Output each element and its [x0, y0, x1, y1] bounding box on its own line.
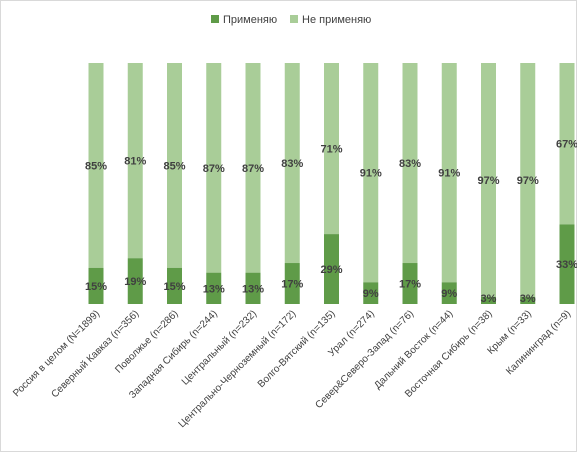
data-label-applying-8: 17% [399, 279, 421, 291]
data-label-applying-3: 13% [203, 283, 225, 295]
data-label-not-applying-5: 83% [281, 158, 303, 170]
bar-applying-7 [363, 282, 379, 304]
data-label-not-applying-11: 97% [517, 175, 539, 187]
bar-applying-3 [206, 272, 222, 304]
data-label-not-applying-7: 91% [360, 168, 382, 180]
legend-swatch-applying [211, 15, 219, 23]
data-label-applying-7: 9% [363, 288, 379, 300]
data-label-applying-10: 3% [481, 293, 497, 305]
bar-applying-10 [481, 296, 496, 304]
bar-applying-6 [324, 234, 339, 304]
data-label-applying-5: 17% [281, 279, 303, 291]
bar-applying-12 [559, 224, 575, 304]
data-label-not-applying-6: 71% [320, 144, 342, 156]
bar-applying-5 [284, 263, 300, 304]
data-label-not-applying-4: 87% [242, 163, 264, 175]
bar-not-applying-11 [520, 63, 536, 297]
data-label-not-applying-1: 81% [124, 156, 146, 168]
data-label-applying-0: 15% [85, 281, 107, 293]
data-label-applying-1: 19% [124, 276, 146, 288]
bar-not-applying-12 [559, 63, 575, 225]
bar-applying-8 [402, 263, 418, 304]
category-label-4: Центральный (n=232) [180, 308, 259, 387]
category-label-9: Дальний Восток (n=44) [372, 308, 455, 391]
data-label-applying-4: 13% [242, 283, 264, 295]
legend-label-not-applying: Не применяю [302, 14, 371, 26]
bar-not-applying-8 [402, 63, 418, 264]
plot-area: 85%15%Россия в целом (N=1899)81%19%Север… [11, 63, 577, 430]
data-label-applying-12: 33% [556, 259, 577, 271]
legend-label-applying: Применяю [223, 14, 277, 26]
data-label-not-applying-9: 91% [438, 168, 460, 180]
data-label-not-applying-8: 83% [399, 158, 421, 170]
bar-not-applying-10 [481, 63, 496, 297]
bar-not-applying-2 [167, 63, 182, 268]
data-label-applying-9: 9% [441, 288, 457, 300]
bar-not-applying-4 [245, 63, 261, 273]
bar-not-applying-1 [127, 63, 143, 259]
legend: Применяю Не применяю [211, 14, 371, 26]
bar-applying-4 [245, 272, 261, 304]
data-label-applying-6: 29% [320, 264, 342, 276]
bar-not-applying-3 [206, 63, 222, 273]
bar-applying-0 [88, 267, 104, 304]
data-label-not-applying-2: 85% [163, 160, 185, 172]
bar-not-applying-9 [441, 63, 457, 283]
bar-not-applying-5 [284, 63, 300, 264]
bar-not-applying-6 [324, 63, 339, 235]
bar-applying-2 [167, 267, 182, 304]
data-label-not-applying-3: 87% [203, 163, 225, 175]
data-label-not-applying-0: 85% [85, 160, 107, 172]
bar-not-applying-7 [363, 63, 379, 283]
data-label-applying-11: 3% [520, 293, 536, 305]
data-label-applying-2: 15% [163, 281, 185, 293]
legend-swatch-not-applying [290, 15, 298, 23]
bar-applying-1 [127, 258, 143, 304]
bar-applying-9 [441, 282, 457, 304]
data-label-not-applying-10: 97% [477, 175, 499, 187]
bar-applying-11 [520, 296, 536, 304]
data-label-not-applying-12: 67% [556, 139, 577, 151]
category-label-6: Волго-Вятский (n=135) [256, 308, 338, 390]
bar-not-applying-0 [88, 63, 104, 268]
